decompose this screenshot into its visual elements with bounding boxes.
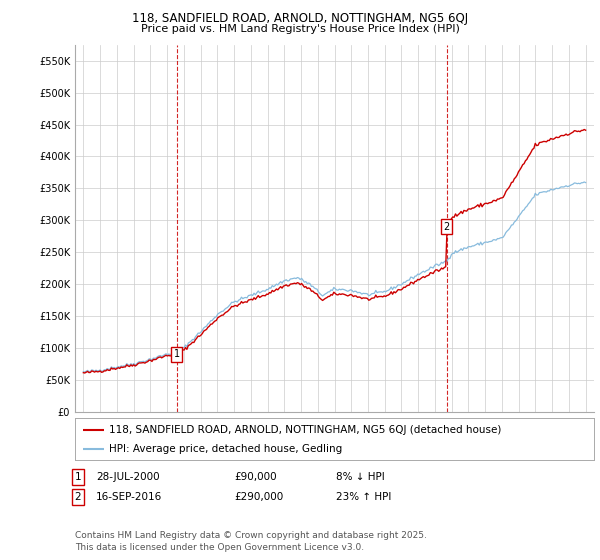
- Text: £90,000: £90,000: [234, 472, 277, 482]
- Text: 118, SANDFIELD ROAD, ARNOLD, NOTTINGHAM, NG5 6QJ: 118, SANDFIELD ROAD, ARNOLD, NOTTINGHAM,…: [132, 12, 468, 25]
- Text: 8% ↓ HPI: 8% ↓ HPI: [336, 472, 385, 482]
- Text: £290,000: £290,000: [234, 492, 283, 502]
- Text: Contains HM Land Registry data © Crown copyright and database right 2025.: Contains HM Land Registry data © Crown c…: [75, 531, 427, 540]
- Text: 16-SEP-2016: 16-SEP-2016: [96, 492, 162, 502]
- Text: 23% ↑ HPI: 23% ↑ HPI: [336, 492, 391, 502]
- Text: 2: 2: [74, 492, 82, 502]
- Text: 118, SANDFIELD ROAD, ARNOLD, NOTTINGHAM, NG5 6QJ (detached house): 118, SANDFIELD ROAD, ARNOLD, NOTTINGHAM,…: [109, 424, 501, 435]
- Text: 2: 2: [444, 222, 450, 232]
- Text: 1: 1: [173, 349, 179, 359]
- Text: HPI: Average price, detached house, Gedling: HPI: Average price, detached house, Gedl…: [109, 444, 342, 454]
- Text: This data is licensed under the Open Government Licence v3.0.: This data is licensed under the Open Gov…: [75, 543, 364, 552]
- Text: Price paid vs. HM Land Registry's House Price Index (HPI): Price paid vs. HM Land Registry's House …: [140, 24, 460, 34]
- Text: 1: 1: [74, 472, 82, 482]
- Text: 28-JUL-2000: 28-JUL-2000: [96, 472, 160, 482]
